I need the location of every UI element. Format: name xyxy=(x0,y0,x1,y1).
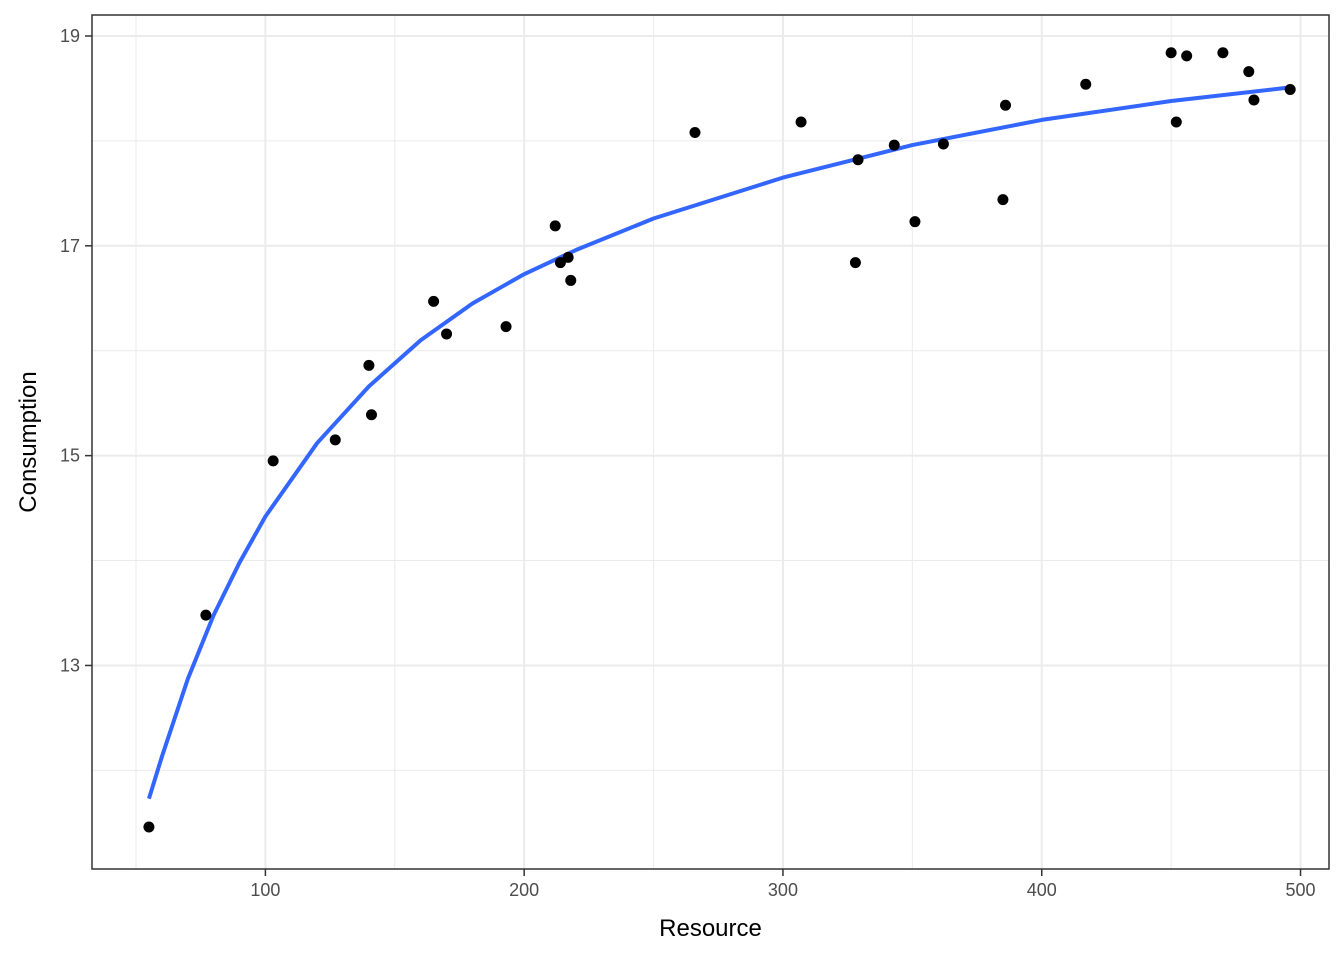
y-axis-title: Consumption xyxy=(15,371,42,512)
data-point xyxy=(1284,83,1296,95)
x-tick-label: 500 xyxy=(1286,880,1316,900)
data-point xyxy=(997,194,1009,206)
fit-line-layer xyxy=(147,85,1291,800)
data-point xyxy=(852,154,864,166)
data-point xyxy=(428,295,440,307)
y-tick-label: 13 xyxy=(60,655,80,675)
x-tick-label: 200 xyxy=(509,880,539,900)
x-axis: 100 200 300 400 500 xyxy=(250,869,1316,900)
y-axis: 13 15 17 19 xyxy=(60,26,92,675)
data-point xyxy=(795,116,807,128)
x-tick-label: 300 xyxy=(768,880,798,900)
data-point xyxy=(937,138,949,150)
panel-border xyxy=(91,14,1330,870)
data-point xyxy=(363,359,375,371)
data-point xyxy=(849,257,861,269)
y-tick-label: 15 xyxy=(60,446,80,466)
y-tick-label: 17 xyxy=(60,236,80,256)
data-point xyxy=(1248,94,1260,106)
data-point xyxy=(689,127,701,139)
x-tick-label: 400 xyxy=(1027,880,1057,900)
x-tick-label: 100 xyxy=(250,880,280,900)
data-point xyxy=(565,274,577,286)
data-point xyxy=(1165,47,1177,59)
y-tick-label: 19 xyxy=(60,26,80,46)
data-point xyxy=(267,455,279,467)
data-point xyxy=(441,328,453,340)
data-point xyxy=(143,821,155,833)
data-point xyxy=(1181,50,1193,62)
data-point xyxy=(554,257,566,269)
data-point xyxy=(365,409,377,421)
data-point xyxy=(1170,116,1182,128)
data-point xyxy=(909,216,921,228)
points-layer xyxy=(143,47,1296,833)
data-point xyxy=(329,434,341,446)
data-point xyxy=(1217,47,1229,59)
data-point xyxy=(888,139,900,151)
x-axis-title: Resource xyxy=(659,915,762,942)
data-point xyxy=(200,609,212,621)
data-point xyxy=(1243,66,1255,78)
grid-major xyxy=(92,15,1329,869)
data-point xyxy=(562,251,574,263)
fit-line xyxy=(147,85,1291,800)
data-point xyxy=(500,321,512,333)
data-point xyxy=(549,220,561,232)
data-point xyxy=(1080,78,1092,90)
grid-minor xyxy=(92,15,1329,869)
data-point xyxy=(1000,99,1012,111)
